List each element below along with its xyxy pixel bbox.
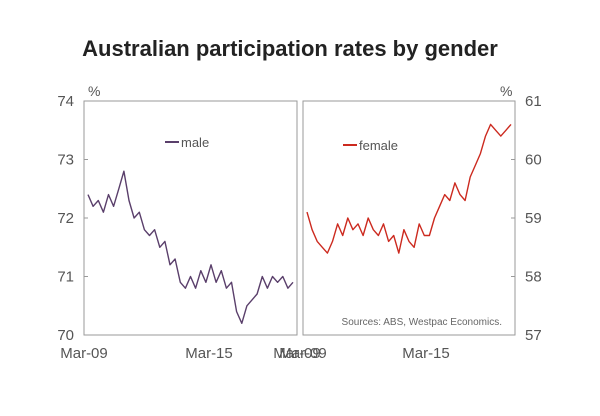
x-tick-label: Mar-09 bbox=[60, 345, 108, 362]
legend-label: male bbox=[181, 135, 209, 150]
right-unit-label: % bbox=[500, 83, 512, 99]
female-series-line bbox=[306, 123, 512, 254]
x-tick-label: Mar-09 bbox=[273, 345, 321, 362]
left-unit-label: % bbox=[88, 83, 100, 99]
y-tick-label: 57 bbox=[525, 327, 542, 344]
chart-marks: 70 71 72 73 74 Mar-09 Mar-15 Mar-09 male 57 58 59 60… bbox=[57, 93, 541, 362]
legend-label: female bbox=[359, 138, 398, 153]
right-panel-frame bbox=[302, 100, 516, 336]
y-tick-label: 58 bbox=[525, 269, 542, 286]
y-tick-label: 73 bbox=[57, 152, 74, 169]
x-tick-label: Mar-15 bbox=[402, 345, 450, 362]
source-note: Sources: ABS, Westpac Economics. bbox=[342, 317, 502, 328]
x-tick-label: Mar-09 bbox=[279, 345, 327, 362]
male-series-line bbox=[87, 170, 294, 324]
y-tick-label: 74 bbox=[57, 93, 74, 110]
y-tick-label: 60 bbox=[525, 152, 542, 169]
y-tick-label: 70 bbox=[57, 327, 74, 344]
chart-title: Australian participation rates by gender bbox=[82, 36, 498, 61]
y-tick-label: 71 bbox=[57, 269, 74, 286]
x-tick-label: Mar-15 bbox=[185, 345, 233, 362]
y-tick-label: 72 bbox=[57, 210, 74, 227]
y-tick-label: 61 bbox=[525, 93, 542, 110]
y-tick-label: 59 bbox=[525, 210, 542, 227]
